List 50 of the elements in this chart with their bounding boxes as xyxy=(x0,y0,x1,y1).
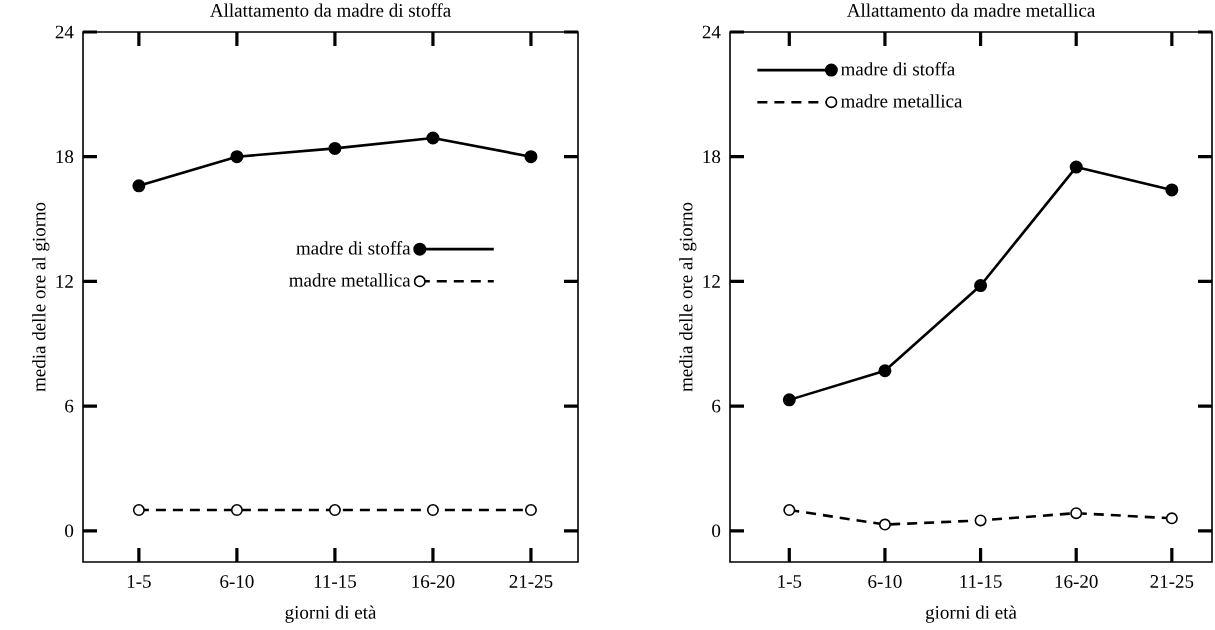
point xyxy=(1070,507,1083,520)
y-tick-label: 12 xyxy=(56,275,73,288)
x-tick-label: 6-10 xyxy=(868,575,902,588)
x-tick-label: 16-20 xyxy=(412,575,455,588)
point xyxy=(524,150,538,164)
x-axis-title: giorni di età xyxy=(285,605,377,623)
point xyxy=(782,393,796,407)
legend-label: madre metallica xyxy=(840,94,963,108)
point xyxy=(974,514,987,527)
y-tick-label: 18 xyxy=(56,150,74,164)
point xyxy=(1165,183,1179,197)
x-tick-label: 1-5 xyxy=(778,575,802,588)
y-tick-label: 12 xyxy=(703,275,720,288)
y-tick-label: 6 xyxy=(65,399,74,413)
x-tick-label: 11-15 xyxy=(960,575,1002,588)
legend-label: madre di stoffa xyxy=(296,241,411,255)
y-tick-label: 24 xyxy=(55,25,74,39)
x-tick-label: 21-25 xyxy=(1150,575,1194,588)
point xyxy=(783,504,796,517)
point xyxy=(524,504,537,517)
point xyxy=(974,279,988,293)
chart-title: Allattamento da madre metallica xyxy=(846,3,1096,17)
legend-label: madre di stoffa xyxy=(840,61,955,76)
y-tick-label: 24 xyxy=(702,25,721,39)
point xyxy=(328,141,342,155)
y-tick-label: 0 xyxy=(712,524,721,538)
legend-label: madre metallica xyxy=(289,273,411,287)
x-tick-label: 21-25 xyxy=(509,575,553,588)
point xyxy=(328,504,341,517)
point xyxy=(1069,160,1083,174)
point xyxy=(878,518,891,531)
y-tick-label: 6 xyxy=(712,399,721,413)
y-tick-label: 0 xyxy=(65,524,74,538)
chart-title: Allattamento da madre di stoffa xyxy=(210,3,451,17)
x-tick-label: 1-5 xyxy=(127,575,151,588)
y-axis-title: media delle ore al giorno xyxy=(679,202,697,392)
y-tick-label: 18 xyxy=(703,150,721,164)
point xyxy=(1165,512,1178,525)
x-axis-title: giorni di età xyxy=(925,605,1017,623)
point xyxy=(230,150,244,164)
point xyxy=(132,179,146,193)
point xyxy=(426,504,439,517)
point xyxy=(878,364,892,378)
y-axis-title: media delle ore al giorno xyxy=(32,202,50,392)
x-tick-label: 6-10 xyxy=(220,575,254,588)
x-tick-label: 11-15 xyxy=(314,575,356,588)
point xyxy=(426,131,440,145)
point xyxy=(230,504,243,517)
x-tick-label: 16-20 xyxy=(1055,575,1098,588)
point xyxy=(132,504,145,517)
